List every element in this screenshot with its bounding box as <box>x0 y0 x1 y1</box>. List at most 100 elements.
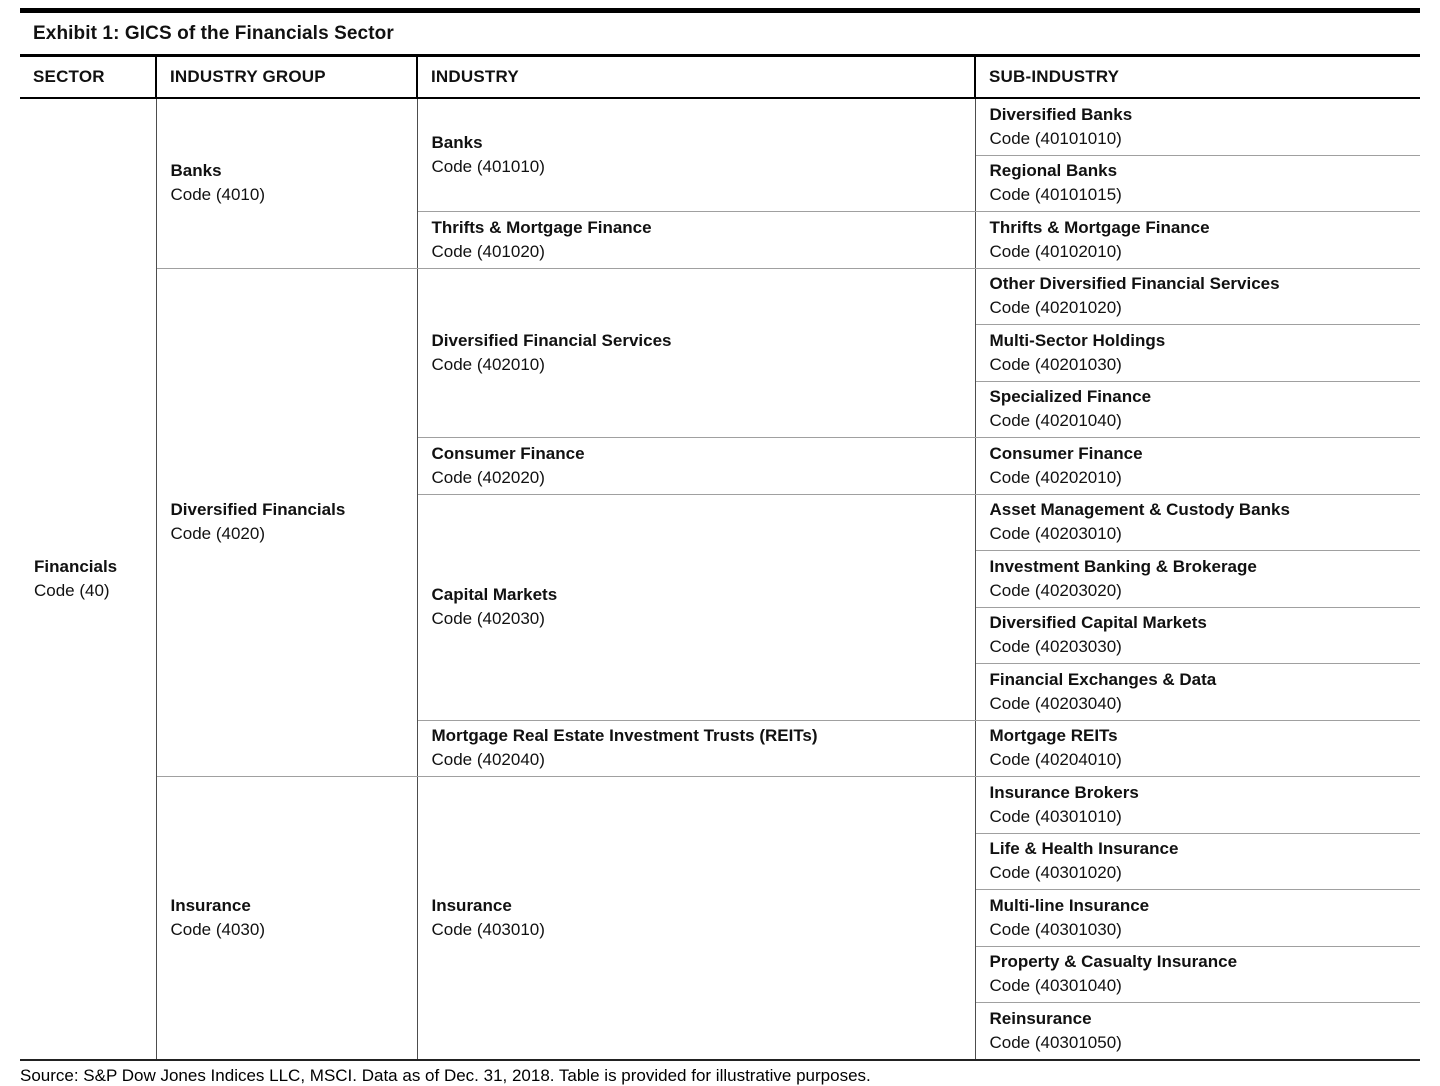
sub-industry-code: Code (40102010) <box>989 241 1122 261</box>
sub-industry-name: Multi-Sector Holdings <box>989 330 1166 350</box>
column-header-industry: INDUSTRY <box>416 54 976 99</box>
industry-cell: Banks Code (401010) <box>416 97 976 212</box>
column-header-sub-industry: SUB-INDUSTRY <box>974 54 1420 99</box>
industry-code: Code (401010) <box>431 157 545 176</box>
industry-cell: Diversified Financial Services Code (402… <box>416 267 976 438</box>
industry-cell: Thrifts & Mortgage Finance Code (401020) <box>416 211 976 269</box>
table-row: Consumer Finance Code (402020) Consumer … <box>20 437 1420 495</box>
industry-name: Capital Markets <box>431 585 558 604</box>
sub-industry-name: Property & Casualty Insurance <box>989 952 1238 972</box>
table-row: Financial Exchanges & Data Code (4020304… <box>20 663 1420 721</box>
industry-code: Code (402030) <box>431 609 545 628</box>
table-row: Diversified Capital Markets Code (402030… <box>20 606 1420 664</box>
sub-industry-code: Code (40201020) <box>989 298 1122 318</box>
table-row: Regional Banks Code (40101015) <box>20 154 1420 212</box>
sub-industry-code: Code (40203030) <box>989 637 1122 657</box>
industry-name: Diversified Financial Services <box>431 330 672 350</box>
sub-industry-name: Investment Banking & Brokerage <box>989 556 1257 576</box>
sub-industry-cell: Other Diversified Financial Services Cod… <box>974 267 1420 325</box>
table-row: Diversified Financials Code (4020) Diver… <box>20 267 1420 777</box>
column-header-sector: SECTOR <box>20 54 157 99</box>
industry-code: Code (402020) <box>431 467 545 487</box>
industry-code: Code (401020) <box>431 241 545 261</box>
sub-industry-name: Insurance Brokers <box>989 782 1139 802</box>
sub-industry-code: Code (40301040) <box>989 976 1122 996</box>
table-row: Multi-Sector Holdings Code (40201030) <box>20 324 1420 382</box>
sector-code: Code (40) <box>34 580 110 600</box>
top-rule <box>20 8 1420 13</box>
table-row: Mortgage Real Estate Investment Trusts (… <box>20 719 1420 777</box>
table-row: Financials Code (40) Banks Code (4010) B… <box>20 97 1420 1060</box>
sub-industry-name: Diversified Banks <box>989 104 1133 124</box>
sub-industry-cell: Regional Banks Code (40101015) <box>974 154 1420 212</box>
sub-industry-name: Regional Banks <box>989 161 1118 181</box>
sector-name: Financials <box>34 556 118 576</box>
sub-industry-code: Code (40203010) <box>989 524 1122 544</box>
sub-industry-code: Code (40204010) <box>989 750 1122 770</box>
exhibit-title: Exhibit 1: GICS of the Financials Sector <box>33 23 394 44</box>
sub-industry-name: Life & Health Insurance <box>989 839 1179 859</box>
industry-name: Mortgage Real Estate Investment Trusts (… <box>431 726 818 746</box>
sub-industry-name: Asset Management & Custody Banks <box>989 500 1290 520</box>
industry-group-cell: Diversified Financials Code (4020) <box>155 267 418 777</box>
sub-industry-code: Code (40202010) <box>989 467 1122 487</box>
industry-name: Banks <box>431 133 483 152</box>
header-row: SECTOR INDUSTRY GROUP INDUSTRY SUB-INDUS… <box>20 54 1420 99</box>
sub-industry-cell: Multi-line Insurance Code (40301030) <box>974 889 1420 947</box>
table-row: Insurance Code (4030) Insurance Code (40… <box>20 776 1420 1060</box>
source-note: Source: S&P Dow Jones Indices LLC, MSCI.… <box>20 1065 871 1085</box>
gics-table: SECTOR INDUSTRY GROUP INDUSTRY SUB-INDUS… <box>20 54 1420 1061</box>
sub-industry-cell: Diversified Banks Code (40101010) <box>974 97 1420 156</box>
sub-industry-cell: Life & Health Insurance Code (40301020) <box>974 832 1420 890</box>
sub-industry-name: Financial Exchanges & Data <box>989 669 1217 689</box>
industry-group-cell: Insurance Code (4030) <box>155 776 418 1060</box>
column-header-industry-group: INDUSTRY GROUP <box>155 54 418 99</box>
industry-group-name: Insurance <box>170 895 251 915</box>
industry-cell: Insurance Code (403010) <box>416 776 976 1060</box>
table-row: Thrifts & Mortgage Finance Code (401020)… <box>20 211 1420 269</box>
sub-industry-cell: Property & Casualty Insurance Code (4030… <box>974 945 1420 1003</box>
table-row: Capital Markets Code (402030) Asset Mana… <box>20 493 1420 721</box>
sub-industry-name: Mortgage REITs <box>989 726 1118 746</box>
sub-industry-cell: Thrifts & Mortgage Finance Code (4010201… <box>974 211 1420 269</box>
sub-industry-cell: Diversified Capital Markets Code (402030… <box>974 606 1420 664</box>
sub-industry-cell: Consumer Finance Code (40202010) <box>974 437 1420 495</box>
sub-industry-cell: Asset Management & Custody Banks Code (4… <box>974 493 1420 551</box>
industry-group-name: Diversified Financials <box>170 500 346 520</box>
industry-name: Insurance <box>431 895 512 915</box>
sub-industry-name: Specialized Finance <box>989 387 1152 407</box>
industry-code: Code (403010) <box>431 919 545 939</box>
sub-industry-code: Code (40301020) <box>989 863 1122 883</box>
sub-industry-code: Code (40201040) <box>989 411 1122 431</box>
industry-name: Consumer Finance <box>431 443 585 463</box>
industry-cell: Capital Markets Code (402030) <box>416 493 976 721</box>
industry-group-name: Banks <box>170 161 222 181</box>
sub-industry-cell: Specialized Finance Code (40201040) <box>974 380 1420 438</box>
sub-industry-code: Code (40203040) <box>989 693 1122 713</box>
industry-cell: Mortgage Real Estate Investment Trusts (… <box>416 719 976 777</box>
sub-industry-name: Consumer Finance <box>989 443 1143 463</box>
industry-name: Thrifts & Mortgage Finance <box>431 217 652 237</box>
sub-industry-code: Code (40301050) <box>989 1032 1122 1052</box>
sub-industry-name: Multi-line Insurance <box>989 895 1150 915</box>
sub-industry-cell: Financial Exchanges & Data Code (4020304… <box>974 663 1420 721</box>
sub-industry-code: Code (40101015) <box>989 185 1122 205</box>
industry-group-cell: Banks Code (4010) <box>155 97 418 269</box>
industry-group-code: Code (4010) <box>170 185 266 205</box>
industry-code: Code (402040) <box>431 750 545 770</box>
table-row: Life & Health Insurance Code (40301020) <box>20 832 1420 890</box>
table-row: Multi-line Insurance Code (40301030) <box>20 889 1420 947</box>
industry-code: Code (402010) <box>431 354 545 374</box>
sub-industry-name: Diversified Capital Markets <box>989 613 1207 633</box>
sector-cell: Financials Code (40) <box>20 97 157 1060</box>
industry-cell: Consumer Finance Code (402020) <box>416 437 976 495</box>
sub-industry-code: Code (40101010) <box>989 128 1122 148</box>
sub-industry-name: Reinsurance <box>989 1008 1092 1028</box>
industry-group-code: Code (4030) <box>170 919 266 939</box>
table-row: Investment Banking & Brokerage Code (402… <box>20 550 1420 608</box>
sub-industry-cell: Investment Banking & Brokerage Code (402… <box>974 550 1420 608</box>
sub-industry-cell: Insurance Brokers Code (40301010) <box>974 776 1420 834</box>
sub-industry-code: Code (40201030) <box>989 354 1122 374</box>
sub-industry-code: Code (40301010) <box>989 806 1122 826</box>
